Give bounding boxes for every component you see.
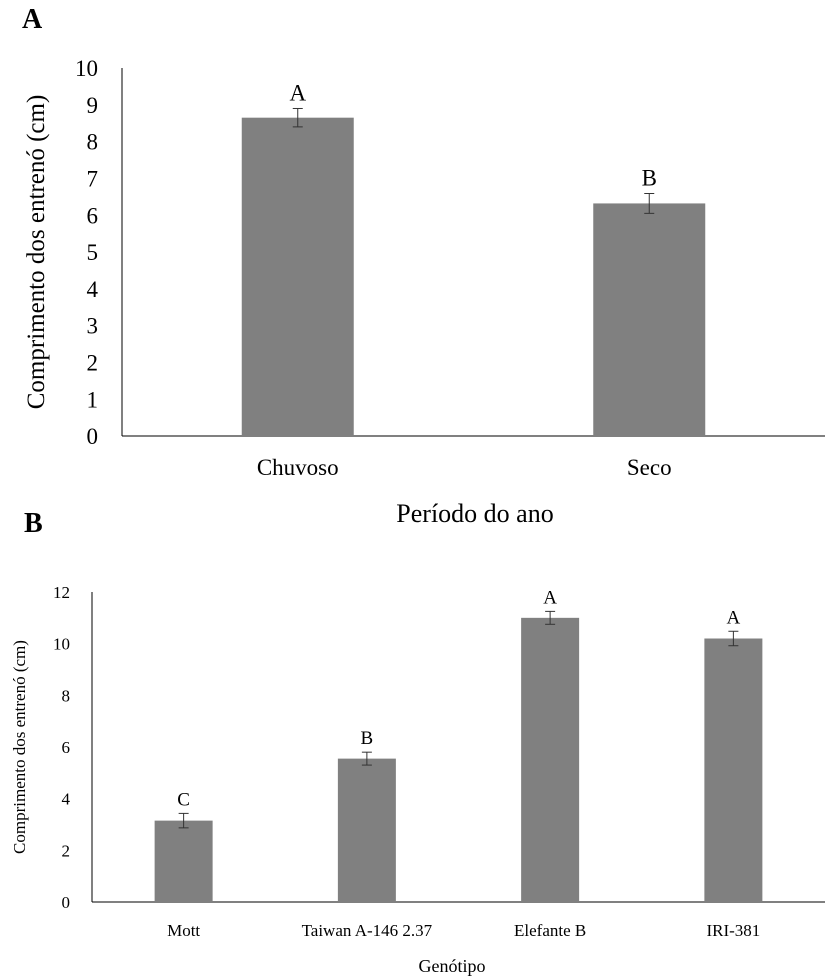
significance-letter: B [642,165,657,190]
y-tick-label: 9 [87,93,99,118]
y-axis-title: Comprimento dos entrenó (cm) [10,640,29,854]
bar [154,820,213,902]
significance-letter: A [727,607,741,628]
y-tick-label: 6 [87,203,99,228]
x-tick-label: Mott [167,921,200,940]
y-tick-label: 4 [62,790,71,809]
significance-letter: C [177,789,190,810]
y-tick-label: 0 [62,893,71,912]
y-tick-label: 8 [87,130,99,155]
chart-a: 0 1 2 3 4 5 6 7 8 9 10 A Chuvoso B Seco Período do ano C… [23,56,825,528]
y-tick-label: 2 [87,350,99,375]
x-axis-title: Período do ano [396,499,553,528]
y-tick-label: 5 [87,240,99,265]
bar [241,117,354,437]
x-tick-label: Chuvoso [257,455,339,480]
x-tick-label: IRI-381 [706,921,760,940]
x-tick-label: Taiwan A-146 2.37 [302,921,433,940]
y-tick-label: 10 [53,635,70,654]
bar [593,203,706,436]
y-tick-label: 10 [75,56,98,81]
y-axis-title: Comprimento dos entrenó (cm) [23,95,50,410]
y-tick-label: 2 [62,841,71,860]
x-tick-label: Elefante B [514,921,586,940]
y-tick-label: 12 [53,583,70,602]
significance-letter: A [543,587,557,608]
panel-b-letter: B [24,508,43,539]
y-tick-label: 7 [87,166,99,191]
chart-b: 0 2 4 6 8 10 12 C Mott B Taiwan A-146 2.37 A Elefant… [10,583,825,976]
x-tick-label: Seco [627,455,672,480]
x-axis-title: Genótipo [419,956,486,976]
bar [521,617,580,902]
bar [337,758,396,902]
significance-letter: A [289,80,306,105]
bar [704,638,763,902]
y-tick-label: 8 [62,686,71,705]
y-tick-label: 6 [62,738,71,757]
y-tick-label: 4 [87,277,99,302]
panel-a-letter: A [22,4,43,35]
significance-letter: B [361,728,374,749]
y-tick-label: 3 [87,314,99,339]
y-tick-label: 1 [87,387,99,412]
y-tick-label: 0 [87,424,99,449]
